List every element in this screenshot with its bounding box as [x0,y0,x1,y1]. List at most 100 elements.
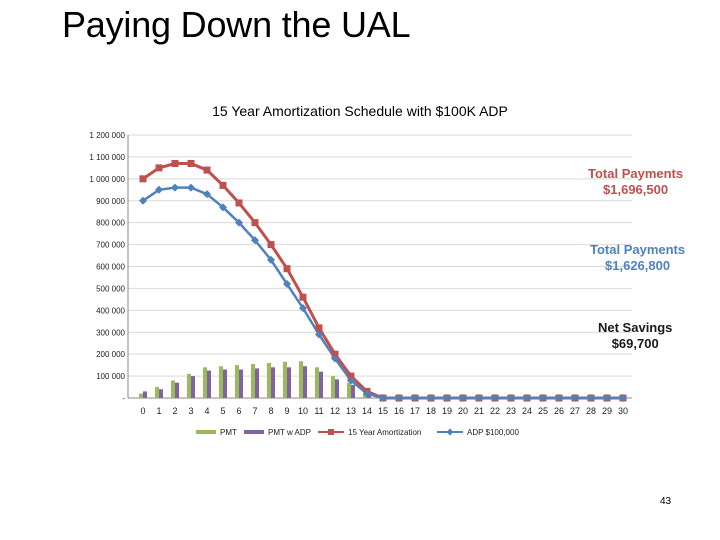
adp-point [251,236,259,245]
pmt-bar [139,393,143,398]
x-tick-label: 3 [188,406,193,416]
adp-point [427,394,435,402]
x-tick-label: 7 [252,406,257,416]
pmt-adp-bar [271,367,275,398]
x-tick-label: 28 [586,406,596,416]
adp-point [315,330,323,339]
legend-adp-marker [446,428,454,436]
amortization-point [299,293,307,301]
amortization-point [267,241,275,249]
y-tick-label: 100 000 [96,372,125,381]
x-tick-label: 22 [490,406,500,416]
amortization-point [283,265,291,273]
x-tick-label: 8 [268,406,273,416]
x-tick-label: 9 [284,406,289,416]
amortization-point [219,181,227,189]
y-tick-label: - [122,394,125,403]
pmt-adp-bar [239,369,243,398]
x-tick-label: 14 [362,406,372,416]
y-tick-label: 1 200 000 [89,131,125,140]
x-tick-label: 25 [538,406,548,416]
x-tick-label: 23 [506,406,516,416]
legend-pmt-adp-swatch [244,430,264,434]
amortization-point [235,199,243,207]
annotation-savings-value: $69,700 [611,336,659,351]
x-tick-label: 1 [156,406,161,416]
y-tick-label: 600 000 [96,263,125,272]
pmt-bar [315,367,319,398]
y-tick-label: 900 000 [96,197,125,206]
x-tick-label: 0 [140,406,145,416]
x-tick-label: 18 [426,406,436,416]
page-number: 43 [660,496,672,507]
annotation-savings-label: Net Savings [598,320,673,335]
adp-line [142,186,623,400]
slide-title: Paying Down the UAL [62,4,411,45]
legend-amortization-label: 15 Year Amortization [348,428,421,437]
y-tick-label: 300 000 [96,328,125,337]
pmt-bar [347,382,351,398]
legend-pmt-label: PMT [220,428,237,437]
pmt-adp-bar [351,384,355,398]
y-tick-label: 400 000 [96,306,125,315]
amortization-line [142,161,623,400]
amortization-point [347,372,355,380]
adp-point [619,394,627,402]
y-tick-label: 800 000 [96,219,125,228]
pmt-adp-bar [143,391,147,398]
annotation-amortization-value: $1,696,500 [603,182,669,197]
pmt-bar [251,364,255,398]
annotation-adp-total: Total Payments $1,626,800 [590,242,685,274]
pmt-bar [235,365,239,398]
pmt-adp-bar [191,376,195,398]
adp-point [459,394,467,402]
x-tick-label: 4 [204,406,209,416]
y-tick-label: 1 100 000 [89,153,125,162]
x-tick-label: 19 [442,406,452,416]
annotation-amortization-label: Total Payments [588,166,684,181]
x-tick-label: 27 [570,406,580,416]
pmt-adp-bar [175,382,179,398]
adp-point [555,394,563,402]
amortization-point [203,166,211,174]
legend-pmt-adp-label: PMT w ADP [268,428,311,437]
pmt-bar [283,361,287,398]
x-tick-label: 15 [378,406,388,416]
adp-point [299,304,307,313]
x-tick-label: 11 [314,406,323,416]
adp-point [363,389,371,398]
annotation-amortization-total: Total Payments $1,696,500 [588,166,683,198]
pmt-bar [331,376,335,398]
adp-point [187,183,195,192]
adp-point [523,394,531,402]
adp-point [507,394,515,402]
x-tick-label: 17 [410,406,420,416]
x-tick-label: 16 [394,406,404,416]
legend-amortization-marker [328,429,334,435]
pmt-bar [203,367,207,398]
adp-point [491,394,499,402]
adp-point [395,394,403,402]
x-tick-label: 6 [236,406,241,416]
y-tick-label: 1 000 000 [89,175,125,184]
adp-point [171,183,179,192]
adp-point [267,255,275,264]
pmt-adp-bar [287,367,291,398]
amortization-point [139,175,147,183]
adp-point [603,394,611,402]
x-tick-label: 10 [298,406,308,416]
pmt-adp-bar [207,370,211,398]
pmt-adp-bar [319,371,323,398]
x-tick-label: 30 [618,406,628,416]
chart-title: 15 Year Amortization Schedule with $100K… [212,103,508,119]
pmt-bar [267,362,271,398]
pmt-bar [219,366,223,398]
pmt-bar [187,373,191,398]
x-tick-label: 24 [522,406,532,416]
pmt-adp-bar [367,394,371,398]
pmt-adp-bar [335,379,339,398]
adp-point [571,394,579,402]
adp-point [203,190,211,199]
pmt-adp-bar [303,366,307,398]
